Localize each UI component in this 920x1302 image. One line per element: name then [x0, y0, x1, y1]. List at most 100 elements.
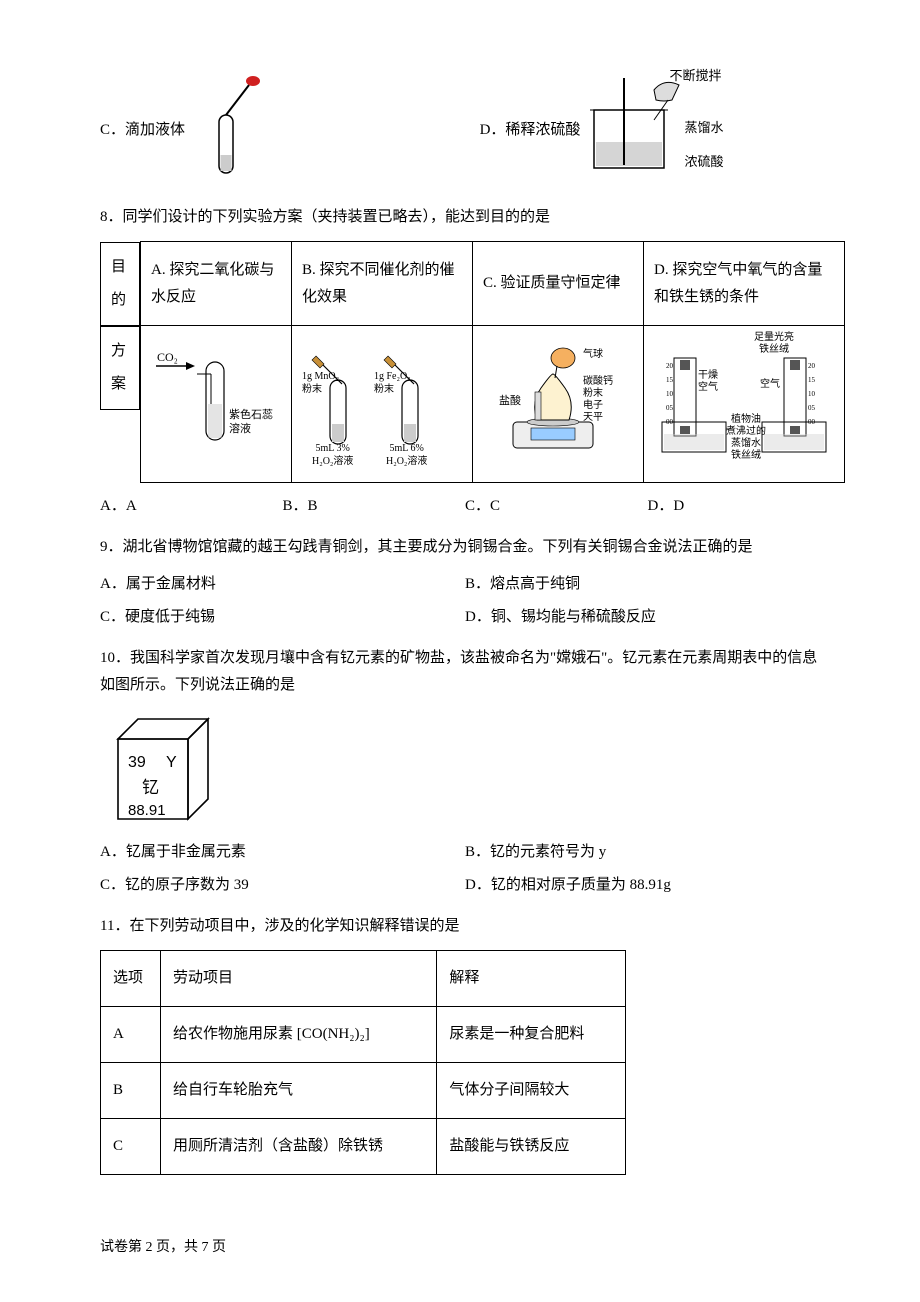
q10-text: 10．我国科学家首次发现月壤中含有钇元素的矿物盐，该盐被命名为"嫦娥石"。钇元素…	[100, 645, 830, 699]
air1-label: 空气	[698, 382, 718, 393]
dry-label: 干燥	[698, 370, 718, 381]
q9-row1: A．属于金属材料 B．熔点高于纯铜	[100, 571, 830, 598]
h2o2-2b: H₂O₂溶液	[386, 456, 427, 467]
q7-options-cd: C．滴加液体 D．稀释浓硫酸 不断搅拌 蒸馏水 浓硫酸	[100, 70, 830, 190]
q11-header: 选项 劳动项目 解释	[101, 951, 626, 1007]
h2o2-1b: H₂O₂溶液	[312, 456, 353, 467]
q9-B: B．熔点高于纯铜	[465, 571, 830, 598]
q11-rowC: C 用厕所清洁剂（含盐酸）除铁锈 盐酸能与铁锈反应	[101, 1119, 626, 1175]
balance-label: 天平	[583, 412, 603, 423]
hcl-label: 盐酸	[499, 394, 521, 408]
q10-row2: C．钇的原子序数为 39 D．钇的相对原子质量为 88.91g	[100, 872, 830, 899]
h2o2-2a: 5mL 6%	[390, 443, 424, 454]
svg-text:05: 05	[666, 404, 674, 412]
q7-optD-label: D．稀释浓硫酸	[480, 117, 581, 144]
q7-optC-label: C．滴加液体	[100, 117, 185, 144]
q8-ansA: A．A	[100, 493, 283, 520]
h2o2-1a: 5mL 3%	[316, 443, 350, 454]
q10-row1: A．钇属于非金属元素 B．钇的元素符号为 y	[100, 839, 830, 866]
elec-label: 电子	[583, 400, 603, 411]
q8-purpose-D: D. 探究空气中氧气的含量和铁生锈的条件	[644, 242, 845, 326]
q9-A: A．属于金属材料	[100, 571, 465, 598]
q8-ansB: B．B	[283, 493, 466, 520]
powder-label: 粉末	[583, 388, 603, 399]
boiled1-label: 煮沸过的	[726, 426, 766, 437]
q8-row-scheme: 方案 CO₂ 紫色石蕊溶液	[100, 326, 845, 483]
q8-purpose-C: C. 验证质量守恒定律	[473, 242, 644, 326]
svg-text:20: 20	[808, 362, 816, 370]
balloon-label: 气球	[583, 348, 603, 361]
powder2-label: 粉末	[374, 384, 394, 395]
q8-purpose-B: B. 探究不同催化剂的催化效果	[292, 242, 473, 326]
q9-row2: C．硬度低于纯锡 D．铜、锡均能与稀硫酸反应	[100, 604, 830, 631]
q8-ansD: D．D	[648, 493, 831, 520]
acid-label: 浓硫酸	[684, 150, 723, 173]
q11-A-exp: 尿素是一种复合肥料	[437, 1007, 625, 1063]
element-box-figure: 39 Y 钇 88.91	[108, 709, 228, 829]
caco3-label: 碳酸钙	[583, 376, 613, 387]
q11-C-exp: 盐酸能与铁锈反应	[437, 1119, 625, 1175]
steel-wool-1: 足量光亮	[754, 332, 794, 343]
dropper-tube-figure	[191, 75, 271, 185]
powder1-label: 粉末	[302, 384, 322, 395]
svg-text:10: 10	[808, 390, 816, 398]
svg-text:15: 15	[666, 376, 674, 384]
page-footer: 试卷第 2 页，共 7 页	[100, 1235, 830, 1260]
q8-figD: 2015100500 2015100500 足量光亮 铁丝绒 干燥 空气 空气 …	[644, 326, 845, 483]
dilute-acid-figure: 不断搅拌 蒸馏水 浓硫酸	[584, 70, 744, 190]
q11-rowB: B 给自行车轮胎充气 气体分子间隔较大	[101, 1063, 626, 1119]
q10-C: C．钇的原子序数为 39	[100, 872, 465, 899]
q8-table: 目的 A. 探究二氧化碳与水反应 B. 探究不同催化剂的催化效果 C. 验证质量…	[100, 241, 845, 483]
svg-text:05: 05	[808, 404, 816, 412]
co2-label: CO₂	[157, 350, 178, 366]
atomic-mass: 88.91	[128, 797, 166, 824]
q11-C-opt: C	[101, 1119, 161, 1175]
litmus-label: 紫色石蕊溶液	[229, 408, 279, 437]
element-symbol: Y	[166, 749, 177, 778]
q11-text: 11．在下列劳动项目中，涉及的化学知识解释错误的是	[100, 913, 830, 940]
q8-purpose-label: 目的	[100, 242, 140, 326]
boiled2-label: 蒸馏水	[731, 438, 761, 449]
q8-text: 8．同学们设计的下列实验方案（夹持装置已略去），能达到目的的是	[100, 204, 830, 231]
q8-figB: 1g MnO₂ 粉末 1g Fe₂O₃ 粉末 5mL 3% H₂O₂溶液 5mL 6%…	[292, 326, 473, 483]
oil-label: 植物油	[731, 414, 761, 425]
q9-text: 9．湖北省博物馆馆藏的越王勾践青铜剑，其主要成分为铜锡合金。下列有关铜锡合金说法…	[100, 534, 830, 561]
q8-purpose-A: A. 探究二氧化碳与水反应	[141, 242, 292, 326]
q10-A: A．钇属于非金属元素	[100, 839, 465, 866]
svg-text:00: 00	[666, 418, 674, 426]
q11-B-proj: 给自行车轮胎充气	[161, 1063, 437, 1119]
q11-B-opt: B	[101, 1063, 161, 1119]
q11-h2: 劳动项目	[161, 951, 437, 1007]
air2-label: 空气	[760, 378, 780, 391]
svg-text:20: 20	[666, 362, 674, 370]
q7-option-c: C．滴加液体	[100, 70, 480, 190]
q11-h1: 选项	[101, 951, 161, 1007]
q11-table: 选项 劳动项目 解释 A 给农作物施用尿素 [CO(NH₂)₂] 尿素是一种复合…	[100, 950, 626, 1175]
q11-A-opt: A	[101, 1007, 161, 1063]
q11-B-exp: 气体分子间隔较大	[437, 1063, 625, 1119]
q8-scheme-label: 方案	[100, 326, 140, 410]
q11-rowA: A 给农作物施用尿素 [CO(NH₂)₂] 尿素是一种复合肥料	[101, 1007, 626, 1063]
steel-wool-2: 铁丝绒	[759, 344, 789, 355]
q11-C-proj: 用厕所清洁剂（含盐酸）除铁锈	[161, 1119, 437, 1175]
fe2o3-label: 1g Fe₂O₃	[374, 371, 411, 382]
wool-label: 铁丝绒	[731, 450, 761, 461]
svg-text:00: 00	[808, 418, 816, 426]
mno2-label: 1g MnO₂	[302, 371, 339, 382]
q8-answers: A．A B．B C．C D．D	[100, 493, 830, 520]
q7-option-d: D．稀释浓硫酸 不断搅拌 蒸馏水 浓硫酸	[480, 70, 830, 190]
water-label: 蒸馏水	[684, 116, 723, 139]
q8-figC: 盐酸 气球 碳酸钙 粉末 电子 天平	[473, 326, 644, 483]
svg-text:15: 15	[808, 376, 816, 384]
q8-figA: CO₂ 紫色石蕊溶液	[141, 326, 292, 483]
q9-D: D．铜、锡均能与稀硫酸反应	[465, 604, 830, 631]
q8-ansC: C．C	[465, 493, 648, 520]
stir-label: 不断搅拌	[669, 64, 721, 87]
q10-D: D．钇的相对原子质量为 88.91g	[465, 872, 830, 899]
q11-h3: 解释	[437, 951, 625, 1007]
svg-text:10: 10	[666, 390, 674, 398]
q9-C: C．硬度低于纯锡	[100, 604, 465, 631]
q10-B: B．钇的元素符号为 y	[465, 839, 830, 866]
q11-A-proj: 给农作物施用尿素 [CO(NH₂)₂]	[161, 1007, 437, 1063]
q8-row-purpose: 目的 A. 探究二氧化碳与水反应 B. 探究不同催化剂的催化效果 C. 验证质量…	[100, 242, 845, 326]
